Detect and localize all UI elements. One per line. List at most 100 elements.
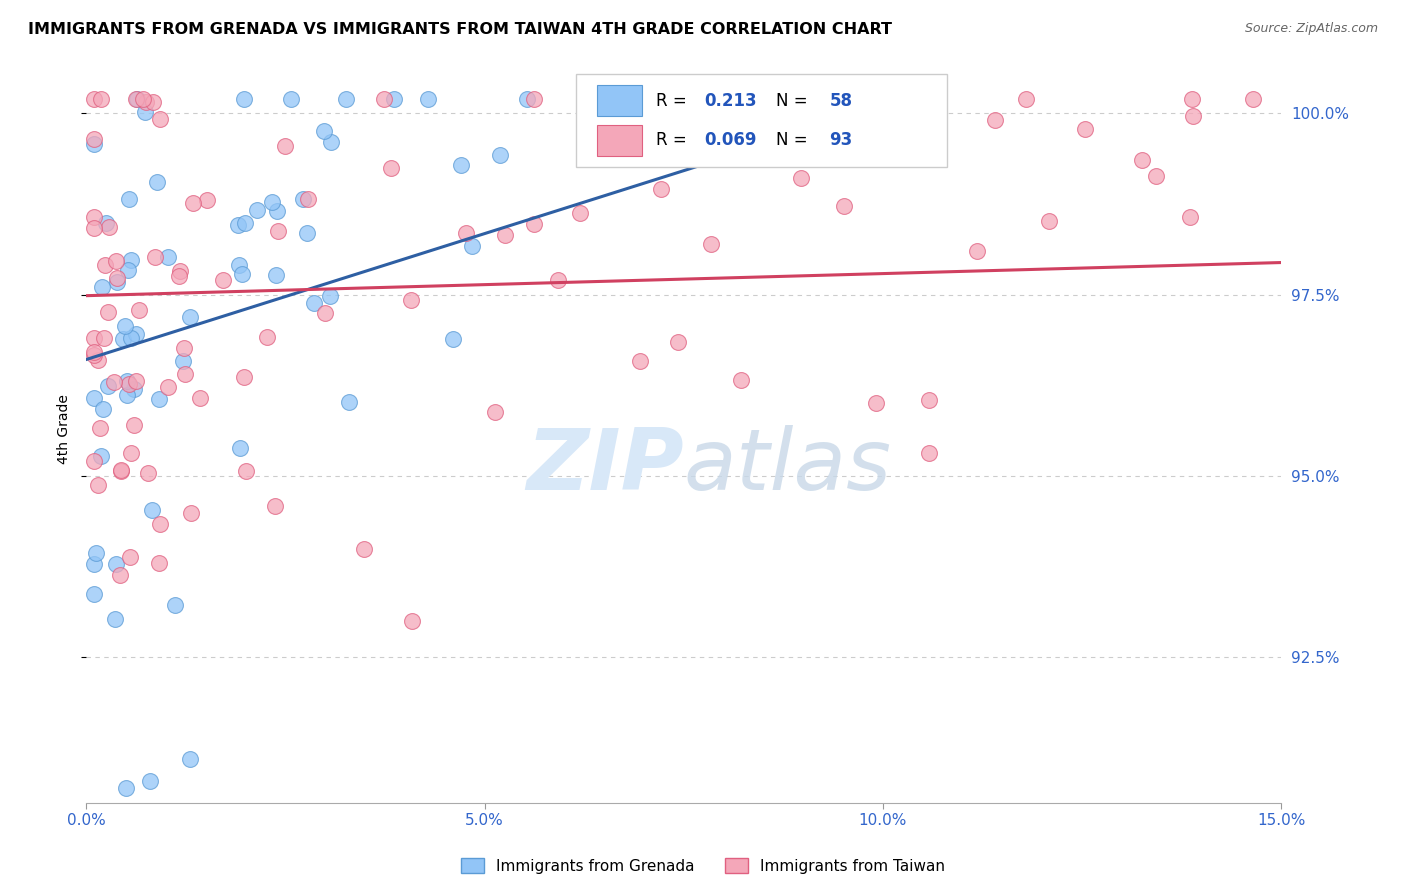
Point [173, 368, 195, 382]
Point [699, 237, 721, 252]
Point [86, 477, 108, 491]
Point [125, 374, 148, 388]
Point [235, 464, 257, 478]
Point [135, 95, 157, 109]
Point [828, 92, 851, 106]
Point [148, 556, 170, 570]
Point [115, 780, 138, 795]
Point [353, 541, 375, 556]
Point [1181, 92, 1204, 106]
Text: R =: R = [657, 131, 692, 149]
Point [118, 376, 141, 391]
Point [112, 332, 135, 346]
Point [246, 202, 269, 217]
Point [212, 273, 235, 287]
Point [666, 335, 689, 350]
Point [441, 332, 464, 346]
Point [256, 330, 278, 344]
Text: 0.069: 0.069 [704, 131, 756, 149]
Point [1038, 214, 1060, 228]
Point [179, 310, 201, 324]
Point [488, 148, 510, 162]
Point [173, 341, 195, 355]
Point [122, 382, 145, 396]
Text: Source: ZipAtlas.com: Source: ZipAtlas.com [1244, 22, 1378, 36]
Point [180, 506, 202, 520]
Point [292, 192, 315, 206]
Point [83, 221, 105, 235]
Point [337, 395, 360, 409]
Point [624, 92, 647, 106]
Point [141, 502, 163, 516]
Point [115, 374, 138, 388]
Point [484, 405, 506, 419]
Point [188, 391, 211, 405]
Point [97, 379, 120, 393]
Point [103, 375, 125, 389]
Point [1144, 169, 1167, 183]
Point [110, 463, 132, 477]
Legend: Immigrants from Grenada, Immigrants from Taiwan: Immigrants from Grenada, Immigrants from… [454, 852, 952, 880]
Point [83, 586, 105, 600]
Point [302, 296, 325, 310]
Point [98, 219, 121, 234]
Point [865, 396, 887, 410]
Point [1181, 109, 1204, 123]
Point [373, 92, 395, 106]
Point [125, 92, 148, 106]
Point [267, 224, 290, 238]
Point [228, 258, 250, 272]
Point [83, 392, 105, 406]
Point [83, 92, 105, 106]
Point [382, 92, 405, 106]
Point [280, 92, 302, 106]
Point [832, 199, 855, 213]
Point [110, 464, 132, 478]
Point [84, 546, 107, 560]
Point [228, 442, 250, 456]
Point [735, 135, 758, 149]
Point [226, 218, 249, 232]
Point [110, 568, 132, 582]
Point [264, 268, 287, 282]
Point [1241, 92, 1264, 106]
Point [148, 392, 170, 406]
Point [232, 370, 254, 384]
Point [260, 194, 283, 209]
Point [83, 210, 105, 224]
Point [104, 612, 127, 626]
Point [984, 112, 1007, 127]
Point [1132, 153, 1154, 168]
Point [789, 170, 811, 185]
Point [132, 92, 155, 106]
Text: 58: 58 [830, 92, 852, 110]
Point [523, 92, 546, 106]
Point [143, 250, 166, 264]
Point [1178, 211, 1201, 225]
Point [401, 614, 423, 628]
Text: 93: 93 [830, 131, 853, 149]
Point [87, 352, 110, 367]
Point [179, 752, 201, 766]
Point [416, 92, 439, 106]
Point [127, 92, 149, 106]
Point [146, 175, 169, 189]
Point [118, 192, 141, 206]
Point [90, 450, 112, 464]
Point [264, 499, 287, 513]
Point [136, 467, 159, 481]
Point [523, 217, 546, 231]
Point [494, 228, 516, 243]
Point [122, 418, 145, 433]
Point [149, 517, 172, 532]
Point [169, 264, 191, 278]
Point [142, 95, 165, 109]
FancyBboxPatch shape [576, 74, 946, 167]
Point [195, 193, 218, 207]
Point [516, 92, 538, 106]
Point [312, 124, 335, 138]
Point [134, 104, 156, 119]
Point [120, 446, 142, 460]
Point [97, 304, 120, 318]
Point [105, 557, 128, 571]
